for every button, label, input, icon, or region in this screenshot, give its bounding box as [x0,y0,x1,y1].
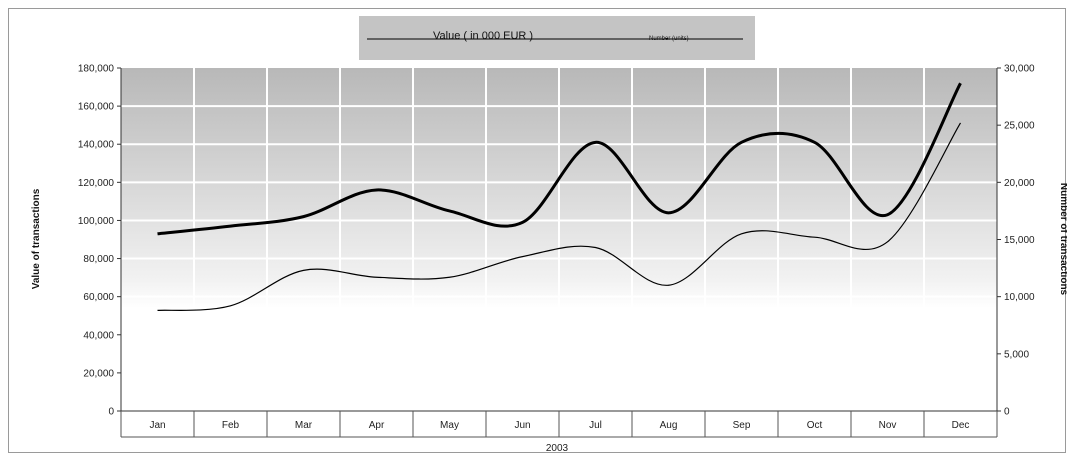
category-label: Feb [222,420,240,431]
y-right-tick-label: 20,000 [1004,178,1035,189]
y-left-tick-label: 160,000 [78,102,115,113]
series-lines [157,82,962,311]
category-label: Sep [733,420,751,431]
y-left-tick-label: 40,000 [83,330,114,341]
y-right-tick-label: 25,000 [1004,121,1035,132]
y-left-tick-label: 120,000 [78,178,115,189]
y-right-tick-label: 15,000 [1004,235,1035,246]
y-right-tick-label: 30,000 [1004,64,1035,75]
right-axis-ticks: 0 5,000 10,000 15,000 20,000 25,000 30,000 [997,64,1035,418]
y-left-tick-label: 100,000 [78,216,115,227]
legend: Value ( in 000 EUR ) Number (units) [359,16,755,60]
legend-background [359,16,755,60]
y-left-tick-label: 140,000 [78,140,115,151]
category-label: Oct [807,420,823,431]
legend-entry-number: Number (units) [649,36,689,42]
x-axis-title: 2003 [546,443,569,454]
y-right-tick-label: 0 [1004,407,1010,418]
y-right-tick-label: 5,000 [1004,349,1029,360]
category-label: May [440,420,459,431]
category-label: Jan [149,420,165,431]
category-label: Mar [295,420,313,431]
legend-entry-value: Value ( in 000 EUR ) [433,30,533,42]
number-series-line [157,122,962,311]
transactions-chart: Value ( in 000 EUR ) Number (units) 0 20,… [31,16,1067,454]
y-left-tick-label: 180,000 [78,64,115,75]
category-label: Nov [879,420,897,431]
value-series-line [157,82,962,236]
gridlines [121,68,997,411]
y-left-tick-label: 60,000 [83,292,114,303]
category-label: Dec [952,420,970,431]
y-right-axis-title: Number of transactions [1058,183,1067,296]
y-left-tick-label: 20,000 [83,368,114,379]
left-axis-ticks: 0 20,000 40,000 60,000 80,000 100,000 120,000 1… [78,64,121,418]
category-labels: Jan Feb Mar Apr May Jun Jul Aug Sep Oct Nov Dec [149,420,969,431]
category-label: Apr [369,420,385,431]
category-label: Jul [589,420,602,431]
category-label: Jun [514,420,530,431]
category-label: Aug [660,420,678,431]
y-right-tick-label: 10,000 [1004,292,1035,303]
chart-frame: Value ( in 000 EUR ) Number (units) 0 20,… [8,8,1067,454]
y-left-axis-title: Value of transactions [31,188,42,289]
y-left-tick-label: 0 [108,407,114,418]
y-left-tick-label: 80,000 [83,254,114,265]
